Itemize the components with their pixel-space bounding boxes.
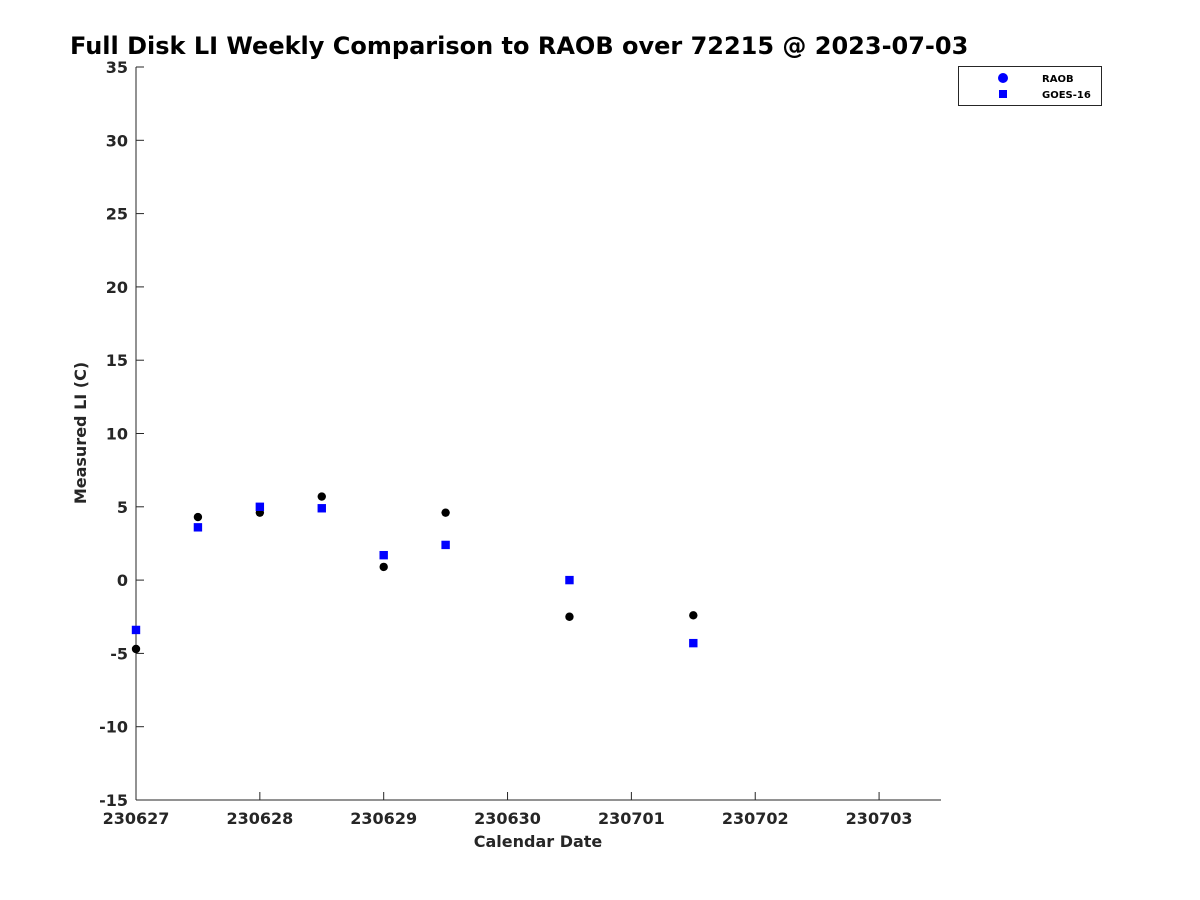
y-tick-label: 5	[117, 498, 128, 517]
plot-axes	[135, 67, 941, 801]
data-point-square	[255, 502, 265, 511]
legend-box	[958, 66, 1102, 106]
series-goes-16	[131, 502, 698, 648]
x-tick-label: 230701	[598, 809, 665, 828]
data-point-square	[317, 504, 326, 513]
y-axis-label: Measured LI (C)	[71, 362, 90, 504]
legend: RAOB GOES-16	[958, 66, 1102, 106]
data-point-circle	[379, 562, 388, 572]
data-point-square	[193, 523, 203, 532]
axis-ticks: -15 -10 -5 0 5 10 15 20 25 30 35 230627 230628 230629…	[99, 58, 912, 828]
data-point-circle	[131, 644, 141, 654]
data-point-circle	[317, 492, 326, 501]
data-point-square	[565, 575, 574, 585]
x-tick-label: 230627	[103, 809, 170, 828]
data-point-circle	[565, 612, 574, 621]
legend-label: RAOB	[1042, 74, 1074, 85]
data-point-square	[131, 625, 141, 635]
series-raob	[131, 492, 698, 654]
y-tick-label: -5	[110, 644, 128, 663]
y-tick-label: 10	[106, 425, 128, 444]
data-point-square	[441, 540, 450, 550]
y-tick-label: 15	[106, 351, 128, 370]
data-marks	[131, 492, 698, 654]
data-point-square	[689, 638, 698, 648]
y-tick-label: 25	[106, 205, 128, 224]
x-tick-label: 230703	[846, 809, 913, 828]
legend-label: GOES-16	[1042, 90, 1091, 101]
y-tick-label: 30	[106, 131, 128, 150]
y-tick-label: -15	[99, 791, 128, 810]
x-axis-label: Calendar Date	[474, 832, 603, 851]
data-point-circle	[441, 508, 450, 517]
legend-marker-square	[999, 90, 1007, 98]
legend-marker-circle	[998, 73, 1008, 83]
y-tick-label: 0	[117, 571, 128, 590]
y-tick-label: 20	[106, 278, 128, 297]
x-tick-label: 230630	[474, 809, 541, 828]
y-tick-label: 35	[106, 58, 128, 77]
x-tick-label: 230629	[350, 809, 417, 828]
data-point-circle	[193, 512, 203, 522]
data-point-circle	[689, 611, 698, 620]
x-tick-label: 230702	[722, 809, 789, 828]
y-tick-label: -10	[99, 718, 128, 737]
chart-title: Full Disk LI Weekly Comparison to RAOB o…	[70, 32, 968, 60]
data-point-square	[379, 550, 388, 560]
x-tick-label: 230628	[226, 809, 293, 828]
